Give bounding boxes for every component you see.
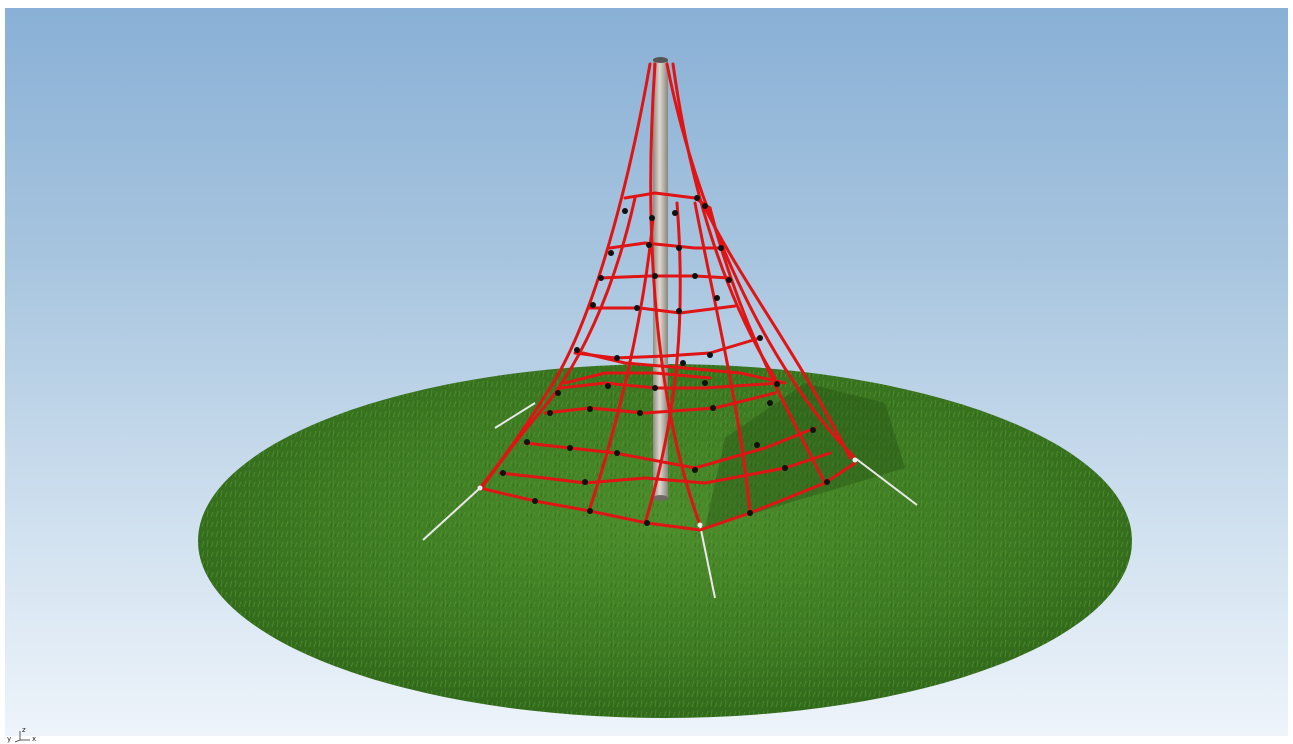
3d-viewport[interactable] bbox=[5, 8, 1288, 736]
axis-y-label: y bbox=[7, 735, 12, 743]
axis-x-label: x bbox=[32, 735, 37, 743]
scene-canvas bbox=[198, 57, 1132, 718]
net-shadow bbox=[705, 383, 905, 528]
anchor-ropes bbox=[422, 402, 918, 599]
axis-gizmo-lines bbox=[14, 731, 30, 743]
net-knots bbox=[500, 195, 830, 526]
anchor-points bbox=[477, 457, 858, 528]
axis-z-label: z bbox=[22, 726, 26, 734]
rope-net bbox=[478, 62, 857, 532]
axis-gizmo: z y x bbox=[6, 727, 46, 743]
